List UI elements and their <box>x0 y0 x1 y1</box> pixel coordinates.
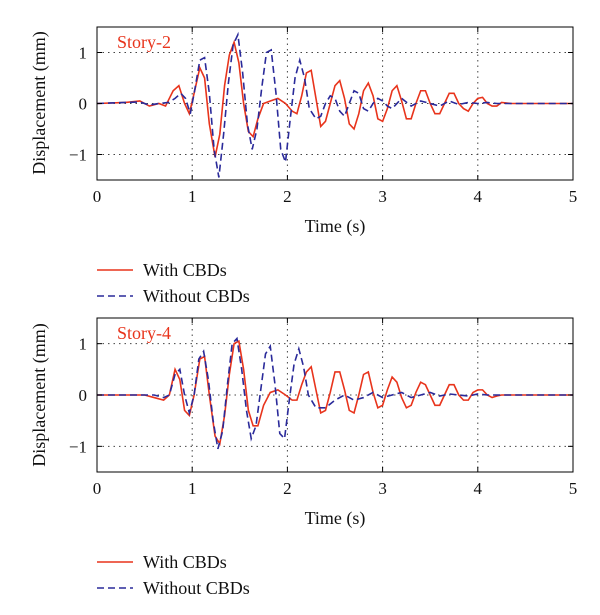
x-tick-label: 4 <box>474 187 483 206</box>
x-tick-label: 5 <box>569 479 578 498</box>
x-tick-label: 0 <box>93 479 102 498</box>
y-tick-label: 0 <box>79 386 88 405</box>
legend: With CBDs Without CBDs <box>97 260 250 306</box>
x-axis-label: Time (s) <box>305 216 366 237</box>
panel-label: Story-2 <box>117 32 171 52</box>
chart-panel-story-2: Displacement (mm) Time (s) 0 1 2 3 4 5 −1 0 1 Sto… <box>29 26 578 237</box>
series-line-without-cbds <box>97 31 573 178</box>
legend-label-with: With CBDs <box>143 260 227 280</box>
x-tick-label: 2 <box>283 187 292 206</box>
series-line-with-cbds <box>97 39 573 158</box>
legend-label-with: With CBDs <box>143 552 227 572</box>
y-axis-label: Displacement (mm) <box>29 323 50 466</box>
x-tick-label: 1 <box>188 479 197 498</box>
y-tick-label: 0 <box>79 95 88 114</box>
x-tick-label: 2 <box>283 479 292 498</box>
y-tick-label: 1 <box>79 335 88 354</box>
y-axis-label: Displacement (mm) <box>29 31 50 174</box>
x-tick-label: 3 <box>378 187 387 206</box>
x-tick-label: 4 <box>474 479 483 498</box>
chart-panel-story-4: Displacement (mm) Time (s) 0 1 2 3 4 5 −1 0 1 Sto… <box>29 317 578 529</box>
y-tick-label: −1 <box>69 146 87 165</box>
x-tick-label: 3 <box>378 479 387 498</box>
panel-label: Story-4 <box>117 323 171 343</box>
y-tick-label: −1 <box>69 437 87 456</box>
x-tick-label: 1 <box>188 187 197 206</box>
y-tick-label: 1 <box>79 44 88 63</box>
legend: With CBDs Without CBDs <box>97 552 250 598</box>
legend-label-without: Without CBDs <box>143 286 250 306</box>
x-tick-label: 5 <box>569 187 578 206</box>
series-line-without-cbds <box>97 336 573 450</box>
x-axis-label: Time (s) <box>305 508 366 529</box>
x-tick-label: 0 <box>93 187 102 206</box>
series-line-with-cbds <box>97 339 573 446</box>
legend-label-without: Without CBDs <box>143 578 250 598</box>
